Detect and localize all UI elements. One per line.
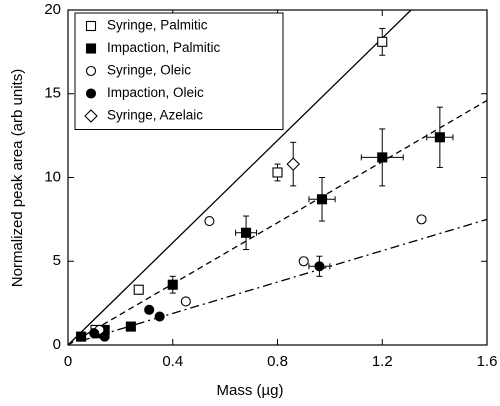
marker — [241, 227, 252, 238]
marker — [144, 304, 155, 315]
x-tick-label: 1.6 — [477, 353, 498, 370]
y-tick-label: 0 — [53, 336, 61, 353]
y-tick-label: 20 — [44, 1, 61, 18]
legend: Syringe, Palmitic Impaction, Palmitic Syri… — [74, 12, 284, 130]
marker — [316, 194, 328, 205]
y-tick-label: 10 — [44, 168, 61, 185]
legend-label: Impaction, Palmitic — [107, 40, 221, 55]
x-tick-label: 0.4 — [162, 353, 183, 370]
y-tick-label: 5 — [53, 252, 61, 269]
marker — [416, 214, 427, 225]
x-tick-label: 1.2 — [372, 353, 393, 370]
marker — [89, 328, 100, 339]
marker — [434, 132, 445, 143]
x-tick-label: 0.8 — [267, 353, 288, 370]
marker — [76, 331, 87, 342]
marker — [99, 331, 110, 342]
legend-label: Impaction, Oleic — [107, 85, 204, 100]
y-tick-label: 15 — [44, 85, 61, 102]
marker — [85, 20, 97, 32]
legend-label: Syringe, Azelaic — [107, 108, 203, 123]
y-axis-label: Normalized peak area (arb units) — [9, 69, 26, 287]
marker — [167, 279, 178, 290]
marker — [377, 152, 388, 163]
marker — [154, 311, 165, 322]
legend-label: Syringe, Oleic — [107, 63, 191, 78]
marker — [133, 284, 144, 295]
marker — [85, 43, 97, 54]
marker — [85, 88, 97, 99]
marker — [204, 216, 215, 227]
fit-line — [67, 99, 488, 346]
marker — [125, 321, 136, 332]
x-tick-label: 0 — [64, 353, 72, 370]
fit-line — [67, 9, 412, 346]
marker — [286, 157, 300, 171]
marker — [377, 36, 388, 47]
marker — [272, 167, 283, 178]
marker — [180, 296, 191, 307]
legend-label: Syringe, Palmitic — [107, 18, 208, 33]
marker — [85, 65, 97, 77]
x-axis-label: Mass (µg) — [217, 382, 284, 399]
marker — [298, 256, 309, 267]
marker — [314, 261, 325, 272]
fit-line — [80, 218, 488, 342]
legend-frame — [74, 12, 284, 130]
marker — [84, 109, 98, 123]
